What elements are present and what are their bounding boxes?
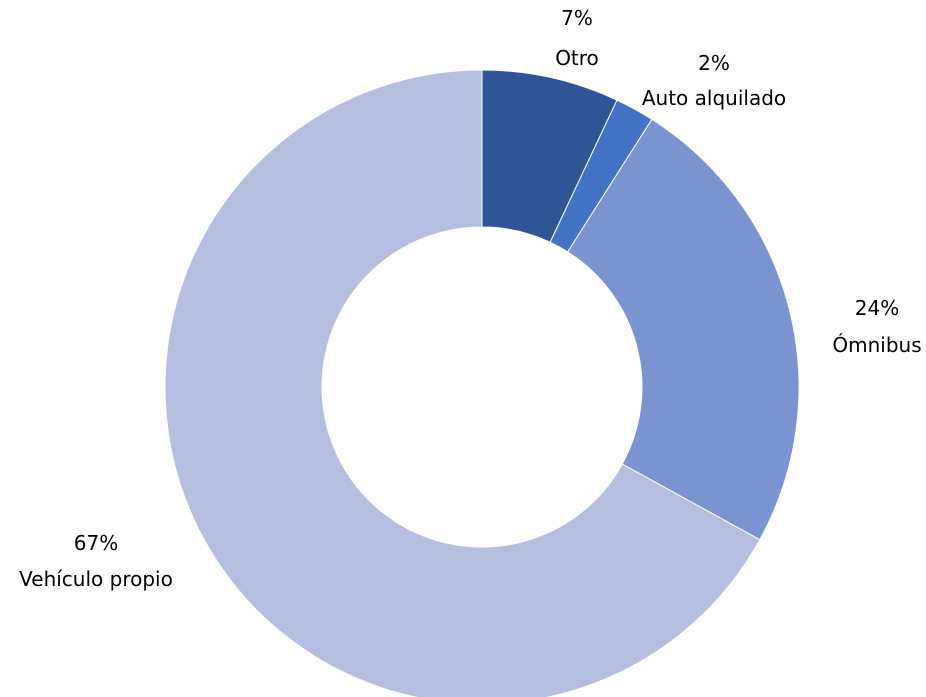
slice-percent-otro: 7% bbox=[561, 6, 593, 30]
slice-name-auto-alquilado: Auto alquilado bbox=[642, 86, 786, 110]
slice-percent-vehiculo-propio: 67% bbox=[74, 531, 118, 555]
slice-name-otro: Otro bbox=[555, 46, 599, 70]
slice-omnibus bbox=[567, 118, 800, 541]
slice-percent-omnibus: 24% bbox=[855, 296, 899, 320]
slice-name-omnibus: Ómnibus bbox=[832, 333, 921, 357]
slice-name-vehiculo-propio: Vehículo propio bbox=[19, 567, 173, 591]
donut-slices bbox=[164, 69, 800, 697]
slice-labels: 7% Otro 2% Auto alquilado 24% Ómnibus 67% Vehíc… bbox=[19, 6, 921, 591]
slice-percent-auto-alquilado: 2% bbox=[698, 51, 730, 75]
slice-vehiculo-propio bbox=[164, 69, 761, 697]
